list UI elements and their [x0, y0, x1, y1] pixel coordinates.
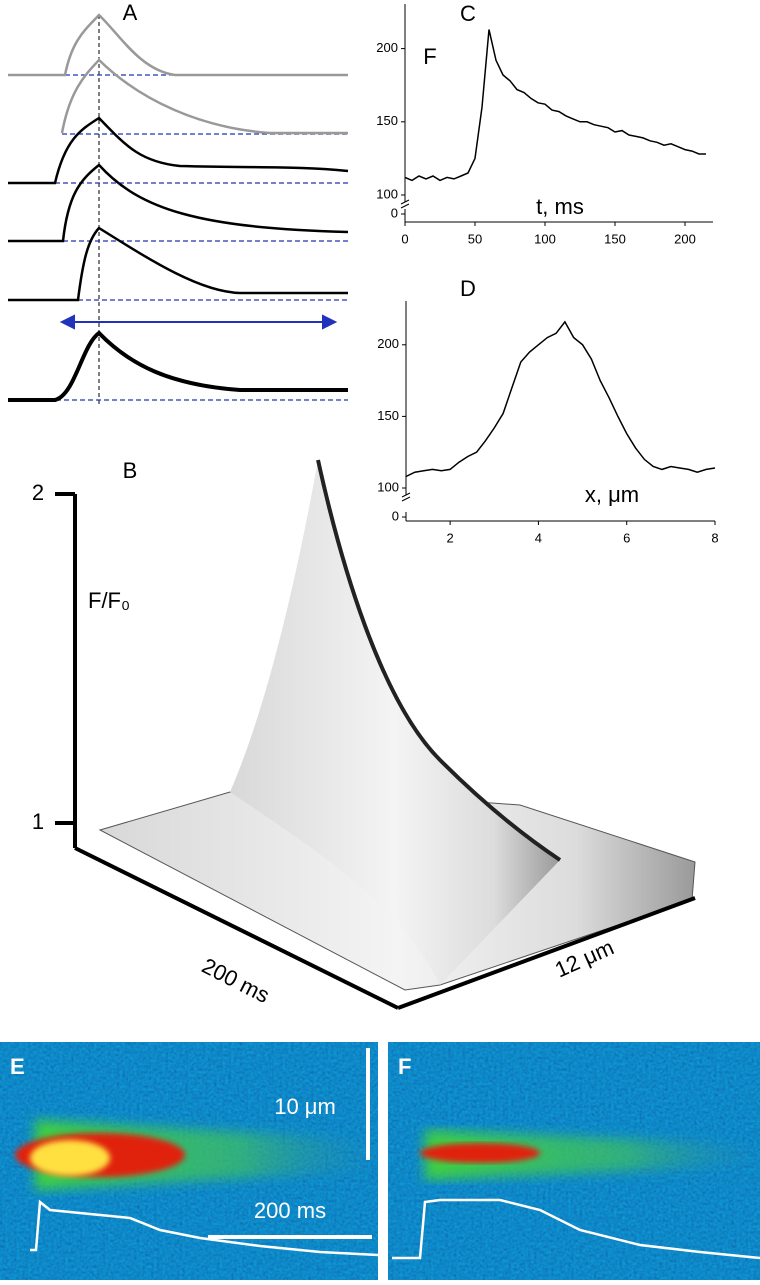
baselines: [8, 74, 348, 401]
panel-label: A: [123, 0, 138, 25]
y-tick-label: 100: [376, 186, 398, 201]
y-tick-label: 100: [377, 479, 399, 494]
panel-f: F: [388, 1042, 760, 1280]
panel-label: B: [123, 458, 138, 483]
axis-break: [400, 199, 410, 209]
panel-b: B F/F₀ 200 ms 12 μm 12: [32, 458, 696, 1010]
axes-3d: [73, 494, 696, 1010]
panel-a: A: [8, 0, 349, 405]
surface-edge: [316, 459, 562, 862]
x-tick-label: 4: [535, 530, 542, 545]
y-tick-label: 0: [392, 508, 399, 523]
x-tick-label: 2: [447, 530, 454, 545]
scale-label: 10 μm: [274, 1094, 336, 1119]
trace: [8, 163, 349, 243]
x-tick-label: 0: [401, 231, 408, 246]
x-tick-label: 150: [604, 231, 626, 246]
y-tick-label: 1: [32, 809, 44, 834]
x-axis-label: t, ms: [536, 194, 584, 219]
x-tick-label: 50: [468, 231, 482, 246]
panel-label: C: [460, 1, 476, 26]
y-tick-label: 200: [377, 336, 399, 351]
x-tick-label: 8: [711, 530, 718, 545]
panel-label: F: [398, 1054, 411, 1079]
panel-e: E 10 μm 200 ms: [0, 1042, 378, 1280]
x-tick-label: 100: [534, 231, 556, 246]
y-axis-label: F: [423, 44, 436, 69]
surface-peak: [230, 460, 560, 985]
y-tick-label: 200: [376, 40, 398, 55]
trace: [8, 226, 348, 302]
trace: [8, 13, 348, 77]
x-axis-label: x, μm: [585, 482, 639, 507]
panel-label: E: [10, 1054, 25, 1079]
panel-label: D: [460, 276, 476, 301]
x-tick-label: 6: [623, 530, 630, 545]
y-tick-label: 2: [32, 480, 44, 505]
y-tick-label: 150: [377, 408, 399, 423]
trace: [8, 330, 348, 402]
trace: [60, 58, 348, 135]
scale-label: 200 ms: [254, 1198, 326, 1223]
y-tick-label: 0: [391, 205, 398, 220]
double-arrow: [59, 314, 338, 330]
trace: [8, 116, 349, 185]
x-tick-label: 200: [674, 231, 696, 246]
y-tick-label: 150: [376, 113, 398, 128]
y-axis-label: F/F₀: [88, 588, 130, 613]
axis-label: 200 ms: [198, 953, 274, 1008]
axis-break: [401, 492, 411, 502]
data-line: [405, 320, 716, 478]
data-line: [404, 29, 706, 182]
